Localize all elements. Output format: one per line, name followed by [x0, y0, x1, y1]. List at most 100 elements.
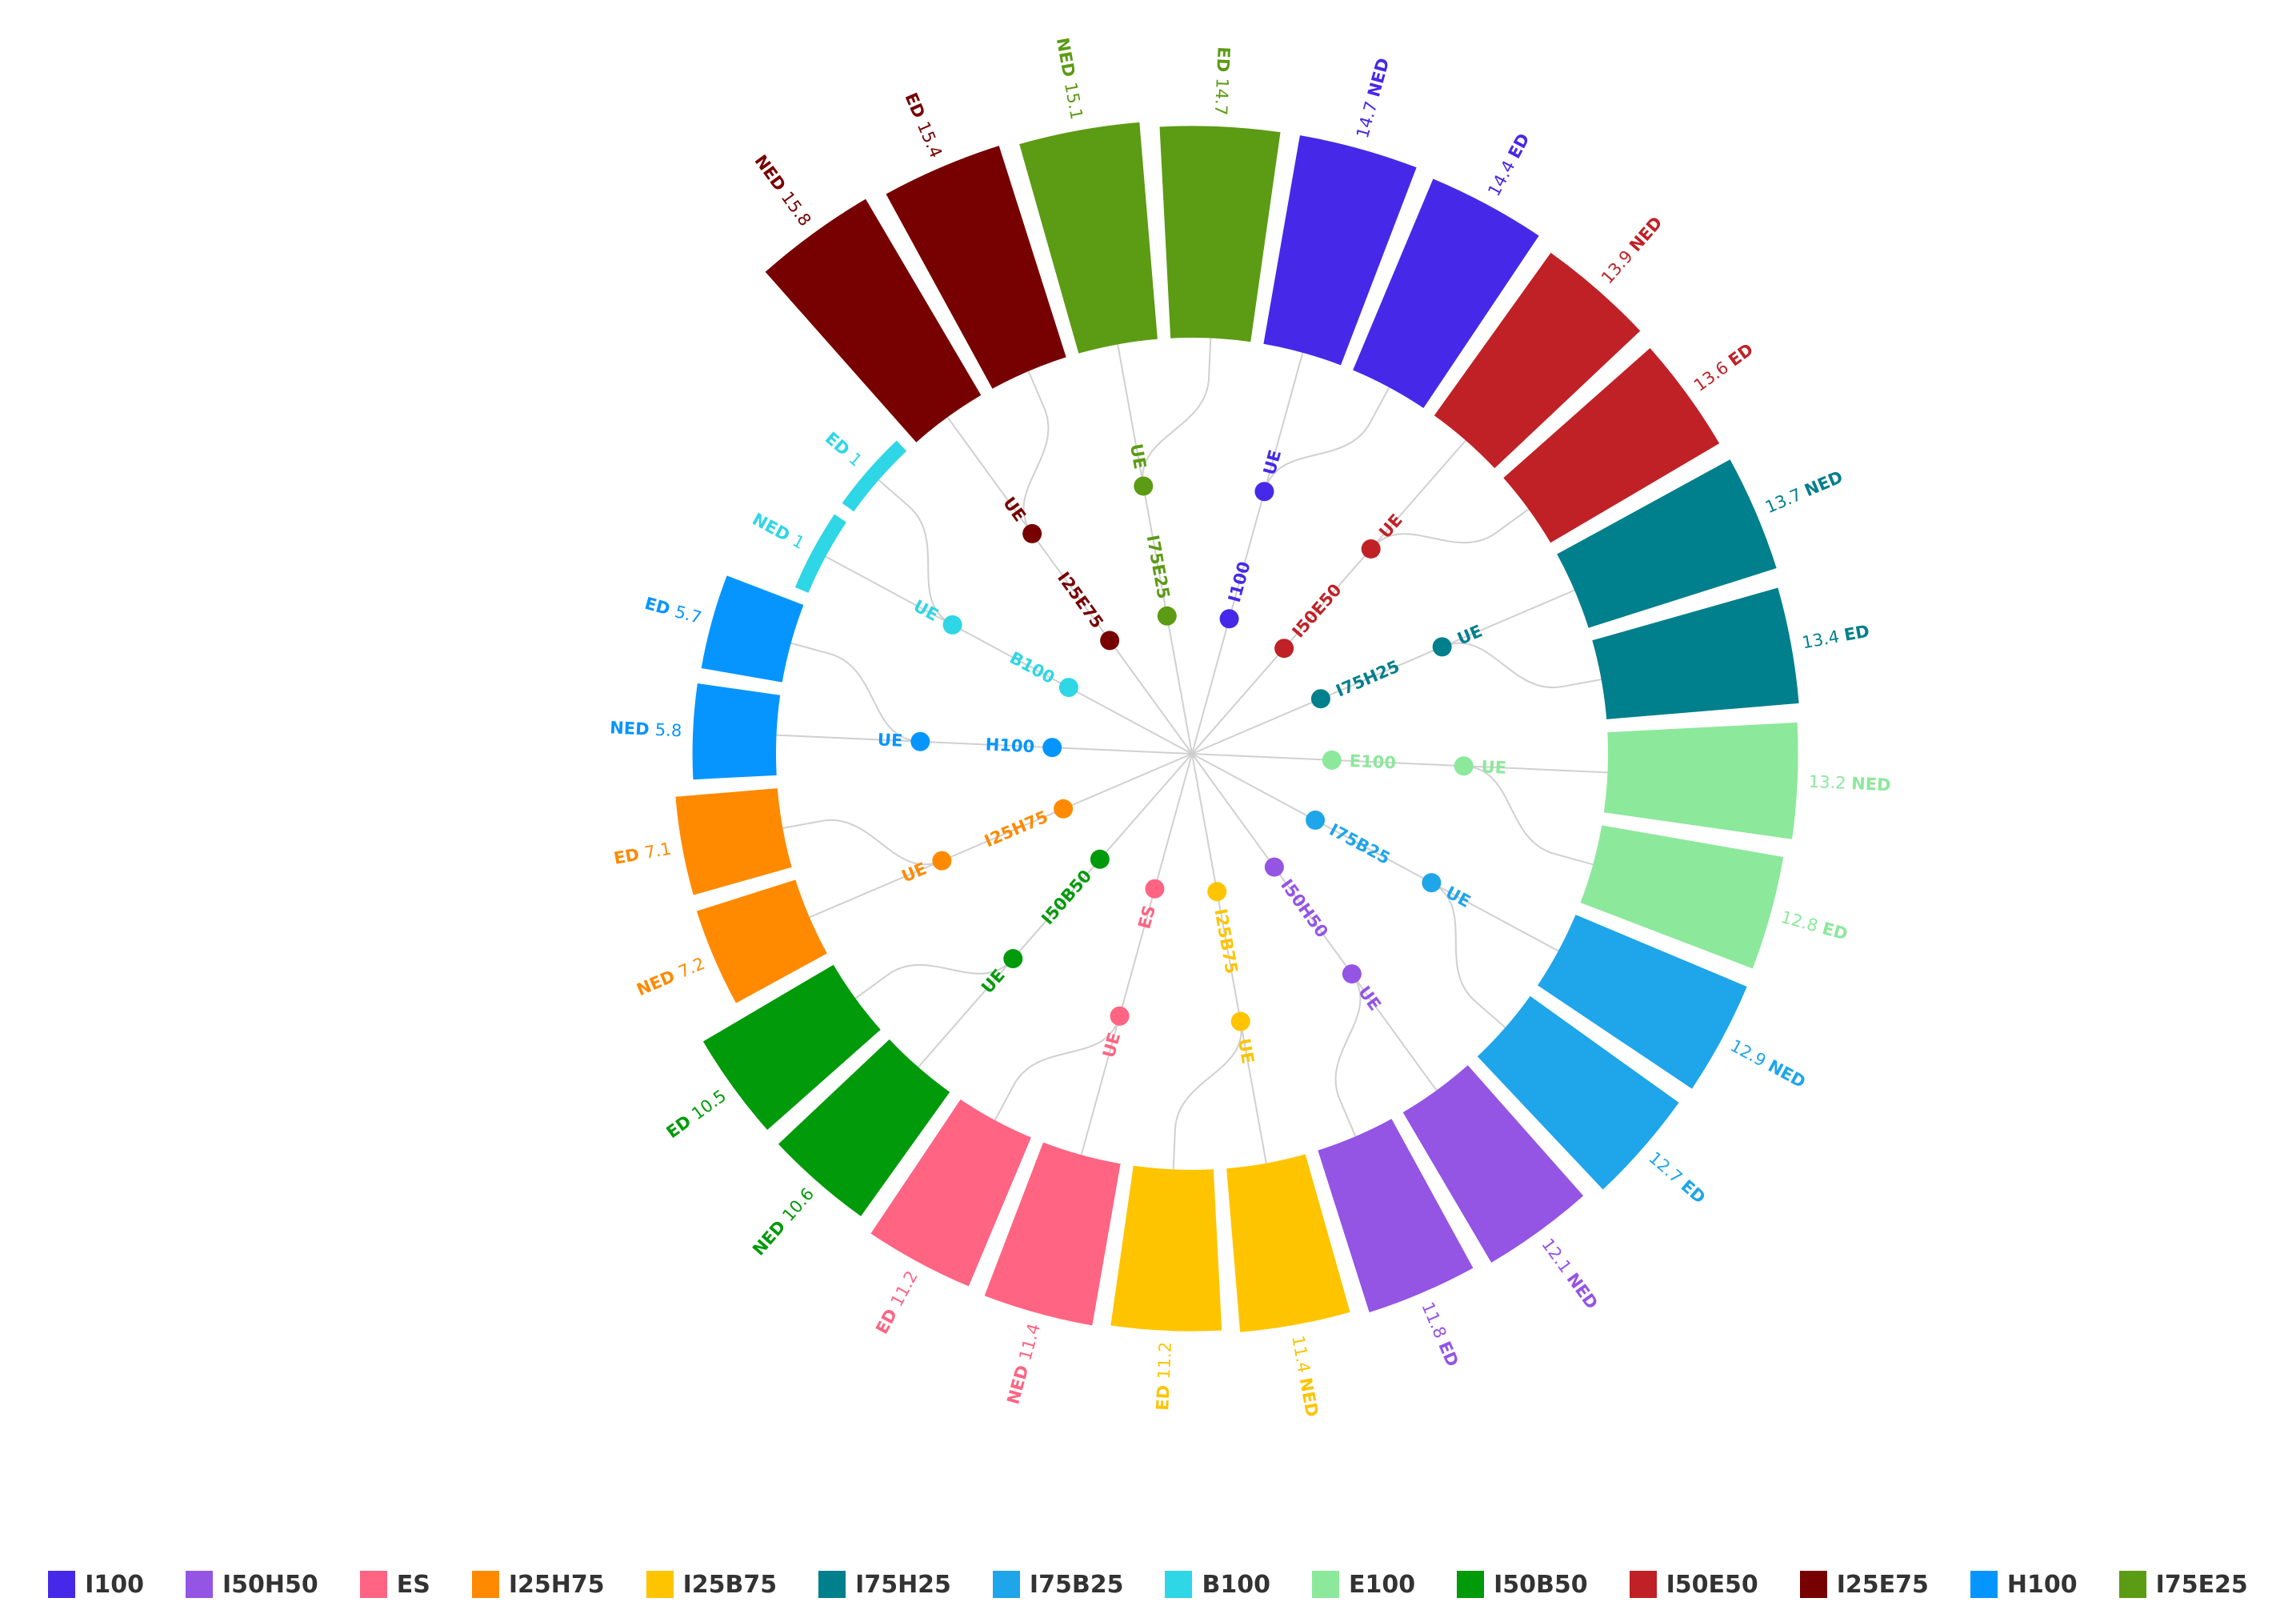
node-i50b50-branch[interactable]	[1003, 949, 1023, 969]
bar-label-i50b50-ed: ED 10.5	[663, 1086, 730, 1142]
bar-i50e50-ned[interactable]	[1434, 252, 1641, 469]
branch-label-i75b25: UE	[1442, 883, 1474, 911]
legend-item-es[interactable]: ES	[359, 1571, 430, 1599]
legend-item-i25b75[interactable]: I25B75	[646, 1571, 777, 1599]
link-i50e50-branch	[1283, 548, 1372, 649]
bar-i25e75-ed[interactable]	[886, 146, 1066, 389]
bar-i100-ned[interactable]	[1263, 135, 1417, 366]
link-h100-branch	[920, 740, 1053, 749]
node-i25e75-branch[interactable]	[1022, 523, 1042, 543]
legend-item-e100[interactable]: E100	[1311, 1571, 1415, 1599]
legend-item-i100[interactable]: I100	[48, 1571, 144, 1599]
branch-label-e100: UE	[1481, 757, 1506, 777]
node-b100-branch[interactable]	[942, 615, 962, 635]
link-i75b25-ned	[1430, 882, 1559, 952]
bar-h100-ned[interactable]	[692, 683, 781, 780]
legend-label: I75E25	[2155, 1570, 2248, 1599]
bar-i50h50-ed[interactable]	[1318, 1119, 1474, 1313]
node-i75b25-branch[interactable]	[1422, 873, 1442, 893]
legend-label: I25E75	[1836, 1570, 1929, 1599]
bar-i100-ed[interactable]	[1353, 178, 1539, 408]
link-root-i100	[1191, 619, 1230, 755]
link-i50h50-branch	[1274, 866, 1353, 975]
node-es-branch[interactable]	[1110, 1006, 1130, 1026]
link-root-b100	[1068, 687, 1193, 755]
bar-label-i25e75-ed: ED 15.4	[901, 90, 946, 160]
legend-item-i25h75[interactable]: I25H75	[471, 1571, 605, 1599]
node-i75h25-branch[interactable]	[1432, 637, 1452, 657]
node-i75b25[interactable]	[1306, 810, 1326, 830]
bar-i75h25-ned[interactable]	[1557, 459, 1777, 628]
node-i25b75-branch[interactable]	[1230, 1011, 1250, 1031]
node-i100-branch[interactable]	[1254, 482, 1274, 502]
legend-item-i25e75[interactable]: I25E75	[1799, 1570, 1929, 1599]
bar-e100-ed[interactable]	[1580, 825, 1784, 969]
node-label-i50h50: I50H50	[1277, 875, 1332, 941]
legend-item-i50b50[interactable]: I50B50	[1457, 1571, 1588, 1599]
bar-b100-ed[interactable]	[842, 440, 907, 512]
link-root-es	[1154, 753, 1193, 889]
link-e100-branch	[1331, 759, 1464, 767]
bar-label-i25h75-ed: ED 7.1	[612, 839, 673, 868]
node-e100[interactable]	[1322, 750, 1342, 770]
bar-i75h25-ed[interactable]	[1592, 587, 1799, 719]
bar-i50b50-ed[interactable]	[702, 964, 881, 1131]
link-root-i75e25	[1166, 615, 1193, 755]
node-i50e50[interactable]	[1274, 639, 1294, 659]
node-i25e75[interactable]	[1100, 631, 1120, 651]
bar-i25b75-ed[interactable]	[1110, 1165, 1222, 1332]
link-es-ed	[994, 1015, 1121, 1121]
link-b100-ned	[825, 555, 954, 626]
bar-i50e50-ed[interactable]	[1503, 347, 1720, 543]
node-h100-branch[interactable]	[910, 731, 930, 751]
bar-es-ed[interactable]	[870, 1099, 1031, 1287]
bar-i50b50-ned[interactable]	[778, 1039, 950, 1216]
legend-item-i75e25[interactable]: I75E25	[2118, 1570, 2248, 1599]
bar-i75b25-ned[interactable]	[1538, 915, 1747, 1089]
bar-i25h75-ed[interactable]	[675, 788, 792, 895]
bar-i50h50-ned[interactable]	[1402, 1065, 1584, 1263]
bar-i75e25-ned[interactable]	[1019, 122, 1158, 354]
bar-i75b25-ed[interactable]	[1477, 995, 1679, 1190]
node-i75e25[interactable]	[1157, 606, 1177, 626]
node-i50e50-branch[interactable]	[1361, 539, 1381, 559]
node-i25b75[interactable]	[1207, 882, 1227, 902]
node-i50h50[interactable]	[1264, 857, 1284, 877]
bar-i25h75-ned[interactable]	[696, 879, 827, 1003]
legend-item-i75b25[interactable]: I75B25	[992, 1571, 1123, 1599]
bar-label-i50h50-ned: 12.1 NED	[1538, 1235, 1602, 1312]
node-i25h75-branch[interactable]	[932, 851, 952, 871]
bar-e100-ned[interactable]	[1603, 722, 1798, 839]
legend-item-i50e50[interactable]: I50E50	[1629, 1571, 1758, 1599]
node-label-i100: I100	[1225, 559, 1254, 604]
bar-b100-ned[interactable]	[794, 514, 846, 593]
node-h100[interactable]	[1042, 738, 1062, 758]
node-i75h25[interactable]	[1310, 689, 1330, 709]
bar-i25b75-ned[interactable]	[1226, 1154, 1350, 1332]
chart-svg: I100 UE 14.7 NED 14.4 ED I50E50 UE 13.9 NED 13.…	[610, 36, 1891, 1418]
legend-item-b100[interactable]: B100	[1165, 1571, 1270, 1599]
link-i25e75-ned	[946, 416, 1033, 535]
bar-label-h100-ned: NED 5.8	[610, 718, 682, 740]
node-b100[interactable]	[1058, 678, 1078, 698]
link-e100-ned	[1463, 765, 1608, 774]
node-e100-branch[interactable]	[1454, 756, 1474, 776]
bar-i25e75-ned[interactable]	[765, 198, 982, 443]
legend-swatch	[1629, 1571, 1657, 1598]
legend-swatch	[1165, 1571, 1193, 1598]
bar-i75e25-ed[interactable]	[1159, 126, 1281, 342]
node-i50b50[interactable]	[1090, 849, 1110, 869]
node-i50h50-branch[interactable]	[1342, 964, 1362, 984]
legend-swatch	[359, 1571, 387, 1598]
bar-es-ned[interactable]	[984, 1142, 1121, 1326]
legend-item-h100[interactable]: H100	[1970, 1571, 2078, 1599]
node-i75e25-branch[interactable]	[1134, 476, 1154, 496]
legend-item-i75h25[interactable]: I75H25	[818, 1571, 951, 1599]
node-i100[interactable]	[1219, 609, 1239, 629]
node-es[interactable]	[1145, 879, 1165, 899]
legend-item-i50h50[interactable]: I50H50	[185, 1571, 318, 1599]
branch-label-i25h75: UE	[899, 859, 930, 886]
bar-h100-ed[interactable]	[701, 575, 804, 683]
node-i25h75[interactable]	[1054, 799, 1074, 819]
bar-label-e100-ed: 12.8 ED	[1779, 907, 1850, 944]
